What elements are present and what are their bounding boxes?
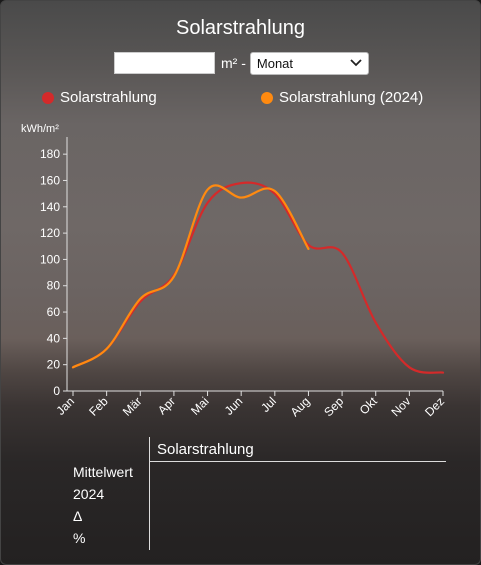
x-tick-label: Jun	[222, 394, 246, 418]
chevron-down-icon	[350, 59, 362, 67]
x-tick-label: Sep	[321, 394, 346, 419]
x-tick-label: Aug	[288, 394, 313, 419]
stats-row-label: %	[73, 530, 86, 546]
y-tick-label: 80	[47, 279, 61, 293]
y-axis-label: kWh/m²	[21, 123, 59, 135]
x-tick-label: Feb	[86, 394, 111, 419]
stats-row-label: Δ	[73, 508, 83, 524]
y-tick-label: 60	[47, 305, 61, 319]
stats-row-label: 2024	[73, 486, 105, 502]
y-tick-label: 180	[40, 147, 60, 161]
legend-dot-icon	[261, 91, 273, 104]
series-line-solarstrahlung	[71, 181, 445, 374]
legend-label: Solarstrahlung	[60, 89, 157, 106]
y-tick-label: 160	[40, 173, 60, 187]
x-tick-label: Apr	[155, 394, 178, 417]
y-tick-label: 120	[40, 226, 60, 240]
x-tick-label: Mai	[188, 394, 212, 418]
period-select-value: Monat	[256, 55, 294, 71]
period-select[interactable]: Monat	[249, 51, 369, 75]
y-tick-label: 20	[47, 358, 61, 372]
legend-dot-icon	[42, 91, 54, 104]
legend-label: Solarstrahlung (2024)	[279, 89, 424, 106]
chart-legend: Solarstrahlung Solarstrahlung (2024)	[1, 89, 480, 109]
x-tick-label: Nov	[388, 394, 413, 419]
legend-item-solarstrahlung[interactable]: Solarstrahlung	[42, 89, 157, 106]
widget-title: Solarstrahlung	[176, 17, 305, 39]
x-tick-label: Okt	[357, 394, 381, 418]
x-tick-label: Dez	[422, 394, 447, 419]
legend-item-solarstrahlung-2024[interactable]: Solarstrahlung (2024)	[261, 89, 423, 106]
area-input[interactable]	[114, 52, 215, 74]
table-divider	[149, 437, 150, 550]
y-tick-label: 100	[40, 252, 60, 266]
series-line-solarstrahlung-2024	[71, 184, 310, 369]
area-unit: m² -	[221, 55, 246, 71]
stats-row-label: Mittelwert	[73, 464, 133, 480]
x-tick-label: Mär	[120, 394, 145, 419]
y-tick-label: 40	[47, 331, 61, 345]
stats-table: Solarstrahlung Mittelwert 2024 Δ %	[67, 437, 446, 550]
stats-column-header: Solarstrahlung	[157, 441, 254, 458]
y-tick-label: 140	[40, 200, 60, 214]
controls: m² - Monat	[114, 51, 369, 75]
y-tick-label: 0	[53, 384, 60, 398]
table-divider	[149, 461, 446, 462]
x-tick-label: Jul	[258, 394, 279, 415]
